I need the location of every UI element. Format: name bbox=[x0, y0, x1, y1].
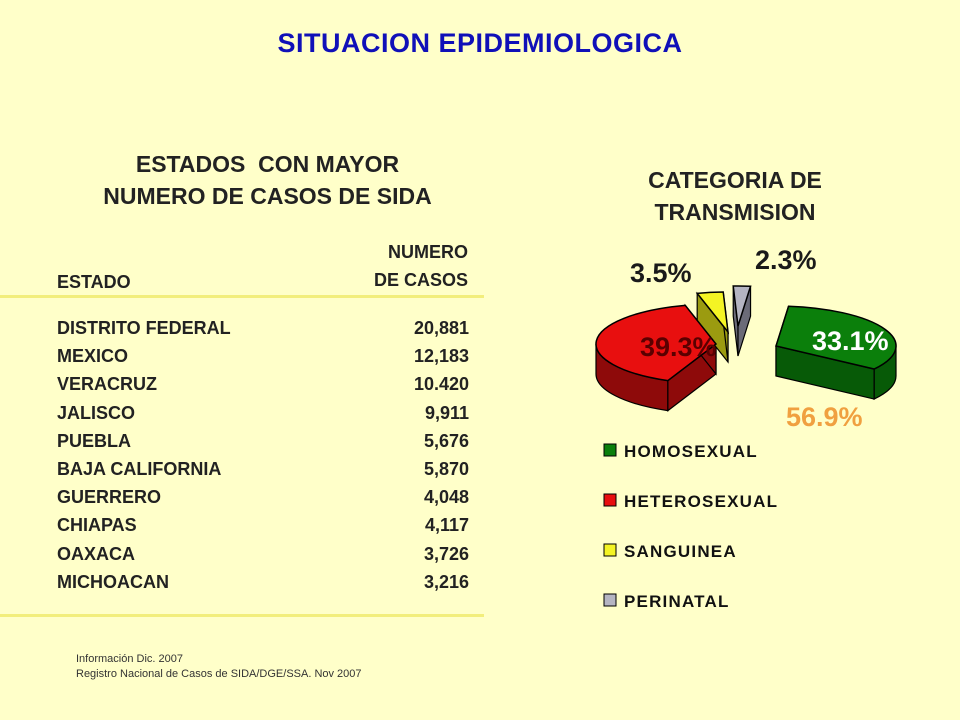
table-row: OAXACA 3,726 bbox=[57, 540, 469, 568]
pie-slice-sanguinea bbox=[695, 291, 730, 335]
column-header-estado: ESTADO bbox=[57, 272, 131, 292]
pie-label-heterosexual: 39.3% bbox=[640, 332, 717, 362]
estado-cell: VERACRUZ bbox=[57, 374, 158, 395]
table-row: MICHOACAN 3,216 bbox=[57, 568, 469, 596]
table-top-divider bbox=[0, 295, 484, 298]
pie-slice-homosexual bbox=[775, 305, 897, 370]
column-header-numero-line1: NUMERO bbox=[388, 242, 468, 262]
legend-swatch-perinatal bbox=[603, 593, 617, 607]
table-heading: ESTADOS CON MAYOR NUMERO DE CASOS DE SID… bbox=[40, 148, 495, 212]
casos-cell: 5,870 bbox=[423, 458, 469, 479]
estado-cell: GUERRERO bbox=[57, 487, 162, 508]
legend-swatch-heterosexual bbox=[603, 493, 617, 507]
estado-cell: PUEBLA bbox=[57, 430, 132, 451]
casos-cell: 3,726 bbox=[423, 543, 469, 564]
table-heading-line2: NUMERO DE CASOS DE SIDA bbox=[103, 183, 432, 209]
pie-slice-perinatal bbox=[732, 285, 752, 327]
casos-cell: 5,676 bbox=[423, 430, 469, 451]
casos-cell: 10.420 bbox=[413, 374, 469, 395]
source-note: Información Dic. 2007 Registro Nacional … bbox=[76, 652, 362, 682]
estado-cell: MEXICO bbox=[57, 346, 129, 367]
pie-extra-annotation: 56.9% bbox=[786, 402, 863, 432]
source-line1: Información Dic. 2007 bbox=[76, 653, 183, 665]
casos-cell: 20,881 bbox=[413, 318, 469, 338]
casos-cell: 12,183 bbox=[413, 346, 469, 367]
pie-label-homosexual: 33.1% bbox=[812, 326, 889, 356]
estado-cell: DISTRITO FEDERAL bbox=[57, 318, 231, 338]
table-row: VERACRUZ 10.420 bbox=[57, 370, 469, 398]
table-body: DISTRITO FEDERAL 20,881 MEXICO 12,183 VERA… bbox=[57, 314, 469, 596]
chart-title-line1: CATEGORIA DE bbox=[648, 167, 822, 193]
estado-cell: BAJA CALIFORNIA bbox=[57, 458, 222, 479]
casos-cell: 4,117 bbox=[424, 515, 469, 536]
casos-cell: 4,048 bbox=[423, 487, 469, 508]
legend-swatch-sanguinea bbox=[603, 543, 617, 557]
table-row: MEXICO 12,183 bbox=[57, 342, 469, 370]
legend-label-perinatal: PERINATAL bbox=[624, 592, 730, 611]
estado-cell: CHIAPAS bbox=[57, 515, 137, 536]
estado-cell: MICHOACAN bbox=[57, 571, 169, 592]
table-row: CHIAPAS 4,117 bbox=[57, 511, 469, 539]
table-row: GUERRERO 4,048 bbox=[57, 483, 469, 511]
chart-title-line2: TRANSMISION bbox=[654, 199, 816, 225]
legend-swatch-homosexual bbox=[603, 443, 617, 457]
legend-label-heterosexual: HETEROSEXUAL bbox=[624, 492, 778, 511]
table-bottom-divider bbox=[0, 614, 484, 617]
pie-slice-heterosexual bbox=[595, 304, 718, 382]
source-line2: Registro Nacional de Casos de SIDA/DGE/S… bbox=[76, 668, 362, 680]
legend-label-homosexual: HOMOSEXUAL bbox=[624, 442, 758, 461]
pie-label-perinatal: 2.3% bbox=[755, 245, 817, 275]
table-row: DISTRITO FEDERAL 20,881 bbox=[57, 314, 469, 342]
legend-label-sanguinea: SANGUINEA bbox=[624, 542, 737, 561]
table-row: BAJA CALIFORNIA 5,870 bbox=[57, 455, 469, 483]
table-heading-line1: ESTADOS CON MAYOR bbox=[135, 151, 400, 177]
column-header-numero: NUMERO DE CASOS bbox=[320, 238, 468, 294]
casos-cell: 3,216 bbox=[423, 571, 469, 592]
chart-title: CATEGORIA DE TRANSMISION bbox=[555, 164, 915, 228]
page-title: SITUACION EPIDEMIOLOGICA bbox=[277, 28, 683, 58]
estado-cell: JALISCO bbox=[57, 402, 136, 423]
column-header-numero-line2: DE CASOS bbox=[373, 270, 468, 290]
pie-label-sanguinea: 3.5% bbox=[630, 258, 692, 288]
table-row: PUEBLA 5,676 bbox=[57, 427, 469, 455]
casos-cell: 9,911 bbox=[424, 402, 469, 423]
estado-cell: OAXACA bbox=[57, 543, 136, 564]
table-row: JALISCO 9,911 bbox=[57, 399, 469, 427]
